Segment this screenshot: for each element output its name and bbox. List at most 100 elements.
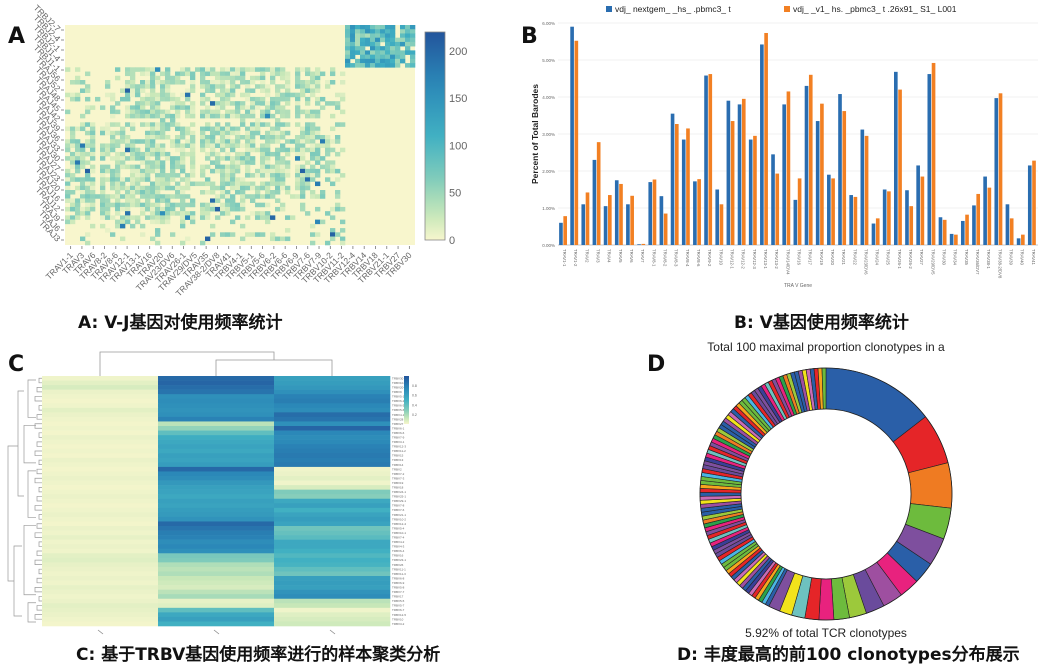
heatmap-a-cell [245,135,251,140]
heatmap-a-cell [200,71,206,77]
heatmap-a-cell [130,75,136,81]
heatmap-a-cell [180,190,186,195]
heatmap-a-cell [275,177,281,182]
heatmap-a-cell [280,156,286,161]
heatmap-a-cell [275,101,281,106]
heatmap-a-cell [115,130,121,136]
bar-b [920,176,925,245]
heatmap-a-cell [130,92,136,98]
heatmap-a-cell [110,194,116,199]
heatmap-a-cell [155,206,161,212]
heatmap-a-cell [115,109,121,115]
heatmap-c-cell [42,594,159,600]
heatmap-a-cell [105,215,111,220]
heatmap-a-cell [340,80,346,85]
heatmap-a-cell [265,173,271,178]
dendro-branch-c [34,587,42,593]
heatmap-a-cell [285,173,291,178]
heatmap-a-cell [210,168,216,174]
bar-b [976,193,981,245]
heatmap-a-cell [200,84,206,89]
heatmap-a-cell [220,105,226,110]
heatmap-a-cell [170,75,176,81]
heatmap-a-cell [335,232,341,237]
heatmap-a-cell [250,173,256,178]
y-tick-label-b: 6.00% [542,21,555,26]
bar-b [808,74,813,245]
heatmap-a-cell [200,126,206,132]
heatmap-a-cell [110,173,116,178]
heatmap-a-cell [70,80,76,85]
heatmap-a-cell [310,122,316,127]
heatmap-c-cell [158,480,275,486]
heatmap-a-cell [115,206,121,212]
bar-b [797,178,802,245]
heatmap-a-cell [75,92,81,98]
heatmap-a-cell [310,194,316,199]
heatmap-a-cell [100,126,106,132]
heatmap-a-cell [175,156,181,161]
heatmap-c-cell [158,530,275,536]
heatmap-a-cell [320,164,326,170]
heatmap-a-cell [150,164,156,170]
heatmap-a-cell [280,160,286,165]
heatmap-a-cell [75,80,81,85]
heatmap-a-cell [130,139,136,144]
heatmap-a-cell [160,177,166,182]
row-label-c: TRBV7-3 [392,476,405,480]
heatmap-a-cell [150,96,156,102]
heatmap-a-cell [75,143,81,148]
heatmap-a-cell [260,80,266,85]
row-label-c: TRBV17 [392,595,404,599]
heatmap-a-cell [130,223,136,229]
heatmap-a-cell [250,198,256,203]
heatmap-a-cell [70,92,76,98]
heatmap-a-cell [400,50,406,55]
heatmap-a-cell [350,29,356,34]
heatmap-a-cell [150,109,156,115]
heatmap-a-cell [210,206,216,212]
heatmap-a-cell [175,143,181,148]
heatmap-a-cell [80,80,86,85]
heatmap-a-cell [265,122,271,127]
heatmap-a-cell [230,67,236,72]
dendro-branch-c [36,523,42,529]
heatmap-c-cell [42,539,159,545]
row-label-c: TRBV3-2 [392,622,405,626]
heatmap-a-cell [205,236,211,242]
heatmap-a-cell [275,84,281,89]
heatmap-a-cell [65,215,71,220]
colorbar-a-tick-label: 100 [449,140,467,152]
heatmap-c-cell [42,398,159,404]
heatmap-a-cell [265,164,271,170]
bar-b [697,179,701,245]
heatmap-a-cell [105,177,111,182]
heatmap-a-cell [85,105,91,110]
heatmap-c-cell [42,389,159,395]
heatmap-a-cell [215,168,221,174]
row-label-c: TRBV5-5 [392,599,405,603]
heatmap-a-cell [245,96,251,102]
heatmap-a-cell [150,168,156,174]
heatmap-a-cell [100,151,106,157]
heatmap-a-cell [160,143,166,148]
heatmap-a-cell [175,160,181,165]
row-label-c: TRBV7-2 [392,472,405,476]
heatmap-a-cell [135,92,141,98]
heatmap-a-cell [170,96,176,102]
heatmap-a-cell [255,96,261,102]
heatmap-a-cell [185,105,191,110]
heatmap-a-cell [405,33,411,38]
x-tick-label-b: TRAV4 [607,249,612,263]
heatmap-a-cell [285,139,291,144]
heatmap-a-cell [340,147,346,153]
heatmap-a-cell [280,84,286,89]
heatmap-a-cell [115,164,121,170]
heatmap-a-cell [120,135,126,140]
row-label-c: TRBV6-1 [392,426,405,430]
heatmap-a-cell [205,135,211,140]
bar-b [775,173,780,245]
heatmap-a-cell [360,33,366,38]
heatmap-a-cell [115,143,121,148]
heatmap-a-cell [310,75,316,81]
